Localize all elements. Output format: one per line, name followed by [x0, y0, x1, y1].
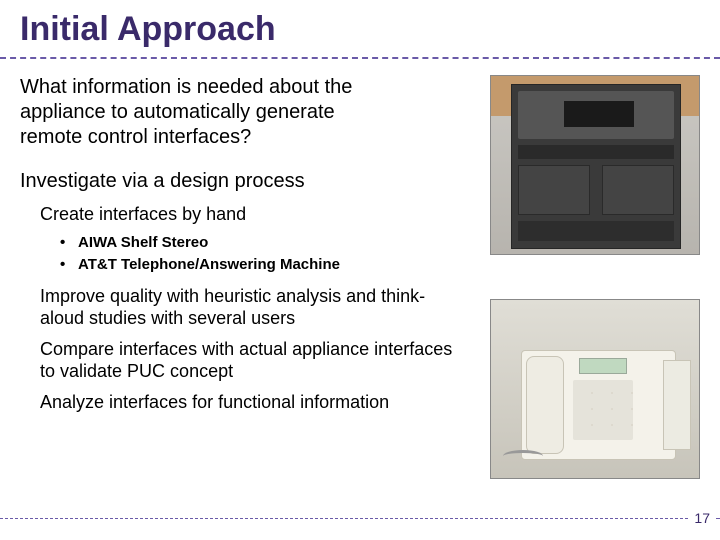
- text-column: What information is needed about the app…: [20, 75, 472, 489]
- stereo-display: [564, 101, 634, 127]
- phone-cord: [503, 450, 543, 462]
- bullet-att: AT&T Telephone/Answering Machine: [60, 254, 472, 277]
- appliance-bullet-list: AIWA Shelf Stereo AT&T Telephone/Answeri…: [60, 232, 472, 277]
- phone-handset: [526, 356, 564, 454]
- phone-photo: [490, 299, 700, 479]
- footer-divider-tail: [716, 518, 720, 519]
- stereo-tape-left: [518, 165, 590, 215]
- stereo-tape-right: [602, 165, 674, 215]
- phone-side-panel: [663, 360, 691, 450]
- lead-question: What information is needed about the app…: [20, 75, 400, 150]
- phone-keypad: [573, 380, 633, 440]
- slide-container: Initial Approach What information is nee…: [0, 0, 720, 540]
- slide-number: 17: [688, 510, 716, 526]
- stereo-unit: [511, 84, 681, 249]
- slide-title: Initial Approach: [20, 10, 700, 49]
- stereo-equalizer: [518, 145, 674, 159]
- step-improve-quality: Improve quality with heuristic analysis …: [40, 285, 460, 330]
- step-analyze-interfaces: Analyze interfaces for functional inform…: [40, 391, 460, 414]
- image-column: [490, 75, 700, 489]
- step-create-interfaces: Create interfaces by hand: [40, 203, 460, 226]
- footer-divider: [0, 518, 688, 519]
- subheading: Investigate via a design process: [20, 170, 472, 193]
- title-divider: [0, 57, 720, 59]
- stereo-buttons-row: [518, 221, 674, 241]
- footer-divider-row: 17: [0, 510, 720, 526]
- phone-screen: [579, 358, 627, 374]
- content-row: What information is needed about the app…: [20, 75, 700, 489]
- bullet-aiwa: AIWA Shelf Stereo: [60, 232, 472, 255]
- stereo-photo: [490, 75, 700, 255]
- step-compare-interfaces: Compare interfaces with actual appliance…: [40, 338, 460, 383]
